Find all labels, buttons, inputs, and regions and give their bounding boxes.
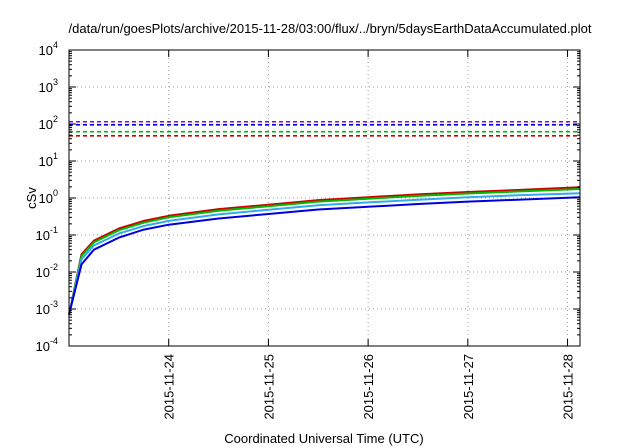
y-tick-exponent: -3 — [50, 299, 58, 309]
y-tick-label: 10-4 — [36, 336, 58, 354]
x-axis-label: Coordinated Universal Time (UTC) — [224, 431, 423, 446]
y-tick-exponent: -4 — [50, 336, 58, 346]
x-tick-label: 2015-11-25 — [261, 354, 276, 420]
y-axis-label: cSv — [24, 187, 39, 209]
x-tick-label: 2015-11-28 — [561, 354, 576, 420]
y-tick-label: 10-1 — [36, 225, 58, 243]
accumulated-series-line — [68, 192, 581, 315]
accumulated-series-line — [68, 188, 581, 315]
y-tick-exponent: 3 — [53, 77, 58, 87]
y-tick-label: 101 — [39, 151, 58, 169]
y-tick-exponent: 0 — [53, 188, 58, 198]
y-tick-label: 100 — [39, 188, 58, 206]
axis-ticks — [69, 49, 580, 347]
series-layer — [68, 120, 581, 315]
y-tick-base: 10 — [36, 339, 50, 354]
y-tick-label: 10-2 — [36, 262, 58, 280]
y-tick-exponent: 1 — [53, 151, 58, 161]
y-tick-label: 102 — [39, 114, 58, 132]
y-tick-exponent: 2 — [53, 114, 58, 124]
y-tick-exponent: -2 — [50, 262, 58, 272]
y-tick-base: 10 — [39, 117, 53, 132]
accumulated-series-line — [68, 186, 581, 315]
y-tick-base: 10 — [39, 154, 53, 169]
y-tick-exponent: 4 — [53, 40, 58, 50]
x-tick-label: 2015-11-24 — [162, 354, 177, 420]
y-tick-base: 10 — [36, 302, 50, 317]
y-tick-base: 10 — [39, 191, 53, 206]
y-tick-label: 104 — [39, 40, 58, 58]
x-tick-label: 2015-11-26 — [361, 354, 376, 420]
y-tick-base: 10 — [36, 228, 50, 243]
accumulated-series-line — [68, 196, 581, 315]
chart-title: /data/run/goesPlots/archive/2015-11-28/0… — [69, 21, 592, 36]
y-tick-exponent: -1 — [50, 225, 58, 235]
y-tick-base: 10 — [39, 80, 53, 95]
y-tick-label: 10-3 — [36, 299, 58, 317]
y-tick-base: 10 — [36, 265, 50, 280]
x-tick-labels: 2015-11-24 2015-11-25 2015-11-26 2015-11-27… — [162, 354, 576, 420]
y-tick-label: 103 — [39, 77, 58, 95]
y-tick-base: 10 — [39, 43, 53, 58]
x-tick-label: 2015-11-27 — [461, 354, 476, 420]
